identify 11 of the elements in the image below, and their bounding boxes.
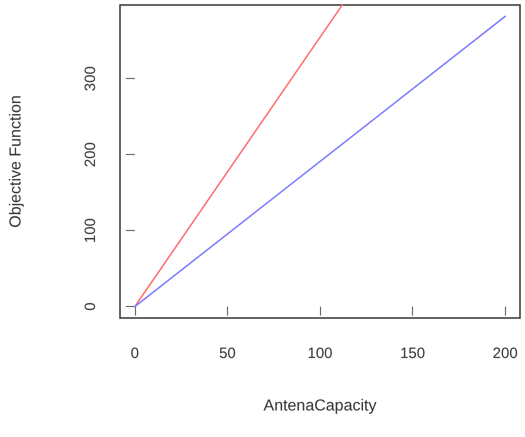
y-tick-label: 100 bbox=[82, 218, 99, 244]
x-tick-label: 50 bbox=[219, 345, 236, 362]
x-tick-label: 200 bbox=[492, 345, 518, 362]
y-tick-label: 0 bbox=[82, 302, 99, 311]
x-tick-label: 0 bbox=[130, 345, 139, 362]
x-tick-label: 100 bbox=[307, 345, 333, 362]
y-tick-label: 200 bbox=[82, 142, 99, 168]
y-axis-title: Objective Function bbox=[8, 95, 24, 228]
x-axis-title: AntenaCapacity bbox=[264, 398, 376, 414]
x-tick-label: 150 bbox=[400, 345, 426, 362]
y-tick-label: 300 bbox=[82, 66, 99, 92]
